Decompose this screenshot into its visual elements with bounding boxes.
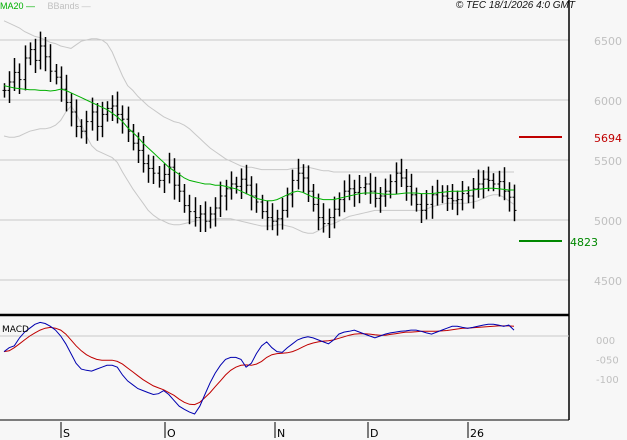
legend-bbands: BBands — bbox=[47, 1, 91, 11]
macd-signal-line bbox=[3, 325, 515, 406]
time-axis: S O N D 26 bbox=[60, 422, 484, 440]
bbands-lower-line bbox=[3, 105, 515, 234]
y-tick-label: 4500 bbox=[594, 275, 622, 288]
x-tick-label: N bbox=[277, 427, 285, 440]
macd-line bbox=[3, 321, 515, 415]
ma20-line bbox=[3, 85, 514, 202]
y-tick-label: 6000 bbox=[594, 95, 622, 108]
macd-panel-title: MACD bbox=[2, 325, 29, 335]
macd-axis-labels: 000 -050 -100 bbox=[596, 336, 619, 386]
x-tick-label: D bbox=[370, 427, 378, 440]
y-tick-label: 5000 bbox=[594, 215, 622, 228]
price-gridlines bbox=[0, 39, 569, 281]
price-axis-labels: 4500 5000 5500 6000 6500 bbox=[594, 35, 622, 288]
legend-ma20: MA20 — bbox=[0, 1, 36, 11]
price-levels: 5694 4823 bbox=[519, 132, 622, 249]
legend-bbands-label: BBands bbox=[47, 1, 80, 11]
bbands-upper-line bbox=[3, 20, 514, 173]
x-tick-label: O bbox=[167, 427, 176, 440]
x-tick-label: 26 bbox=[470, 427, 484, 440]
x-tick-label: S bbox=[63, 427, 70, 440]
macd-y-tick-label: 000 bbox=[596, 336, 615, 347]
legend-ma20-label: MA20 bbox=[0, 1, 24, 11]
chart-legend: MA20 — BBands — bbox=[0, 0, 91, 12]
macd-y-tick-label: -100 bbox=[596, 375, 619, 386]
macd-y-tick-label: -050 bbox=[596, 356, 619, 367]
y-tick-label: 5500 bbox=[594, 155, 622, 168]
resistance-level-label: 5694 bbox=[594, 132, 622, 145]
copyright-timestamp: © TEC 18/1/2026 4:0 GMT bbox=[455, 0, 575, 11]
y-tick-label: 6500 bbox=[594, 35, 622, 48]
support-level-label: 4823 bbox=[570, 236, 598, 249]
ohlc-bars bbox=[2, 31, 517, 238]
